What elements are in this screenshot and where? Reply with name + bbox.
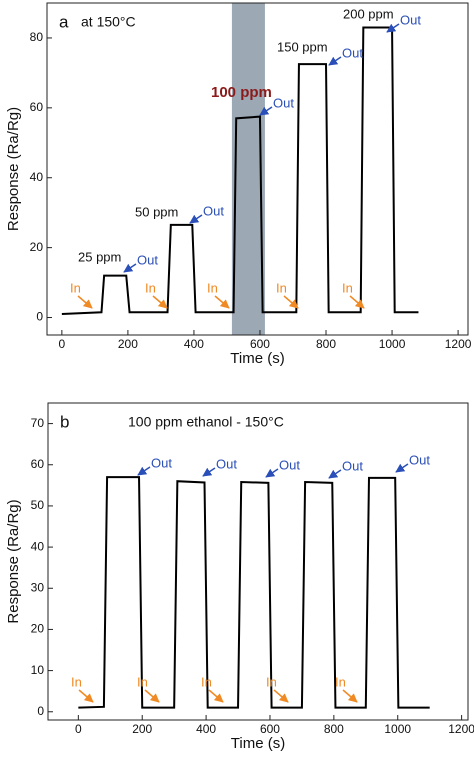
annotation: Out [279, 457, 300, 472]
y-axis-label: Response (Ra/Rg) [5, 107, 22, 231]
chart-title: at 150°C [81, 14, 136, 30]
in-arrow [208, 689, 224, 703]
y-tick-label: 50 [31, 498, 45, 512]
x-tick-label: 1200 [448, 722, 474, 736]
annotation: In [137, 674, 148, 689]
x-tick-label: 600 [250, 337, 270, 351]
x-tick-label: 1000 [379, 337, 406, 351]
out-arrow [328, 469, 342, 479]
annotation: Out [203, 203, 224, 218]
out-arrow [202, 467, 216, 477]
out-arrow [259, 106, 273, 116]
annotation: In [276, 280, 287, 295]
out-arrow [189, 214, 203, 224]
x-axis-label: Time (s) [231, 735, 285, 752]
in-arrow [283, 295, 299, 309]
annotation: In [201, 674, 212, 689]
shaded-region [231, 3, 265, 335]
annotation: Out [409, 452, 430, 467]
in-arrow [152, 295, 168, 309]
y-tick-label: 20 [31, 622, 45, 636]
in-arrow [273, 689, 289, 703]
annotation: In [71, 674, 82, 689]
in-arrow [144, 689, 160, 703]
response-line [78, 476, 430, 709]
x-tick-label: 200 [118, 337, 138, 351]
y-tick-label: 0 [36, 310, 43, 324]
x-tick-label: 1000 [384, 722, 411, 736]
in-arrow [214, 295, 230, 309]
in-arrow [349, 295, 365, 309]
x-tick-label: 1200 [445, 337, 472, 351]
out-arrow [328, 56, 342, 66]
out-arrow [386, 23, 400, 33]
annotation: 50 ppm [135, 204, 178, 219]
annotation: Out [342, 458, 363, 473]
chart-title: 100 ppm ethanol - 150°C [128, 414, 284, 430]
annotation: Out [151, 455, 172, 470]
annotation: Out [400, 12, 421, 27]
in-arrow [77, 295, 93, 309]
y-tick-label: 60 [30, 100, 44, 114]
panel-label: a [59, 12, 69, 31]
x-tick-label: 600 [260, 722, 280, 736]
y-tick-label: 40 [30, 170, 44, 184]
annotation: Out [137, 252, 158, 267]
x-tick-label: 400 [196, 722, 216, 736]
annotation: Out [342, 45, 363, 60]
y-axis-label: Response (Ra/Rg) [5, 499, 22, 623]
y-tick-label: 80 [30, 30, 44, 44]
y-tick-label: 70 [31, 416, 45, 430]
y-tick-label: 40 [31, 539, 45, 553]
out-arrow [265, 468, 279, 478]
annotation: Out [273, 95, 294, 110]
annotation: In [207, 280, 218, 295]
annotation: In [342, 280, 353, 295]
annotation: In [70, 280, 81, 295]
x-tick-label: 0 [59, 337, 66, 351]
y-tick-label: 30 [31, 580, 45, 594]
x-tick-label: 200 [132, 722, 152, 736]
annotation: 200 ppm [343, 6, 394, 21]
x-tick-label: 800 [316, 337, 336, 351]
annotation: 25 ppm [78, 249, 121, 264]
out-arrow [395, 463, 409, 473]
out-arrow [123, 263, 137, 273]
y-tick-label: 20 [30, 240, 44, 254]
y-tick-label: 60 [31, 457, 45, 471]
y-tick-label: 0 [37, 704, 44, 718]
plot-frame [46, 2, 469, 336]
x-tick-label: 400 [184, 337, 204, 351]
x-axis-label: Time (s) [230, 350, 284, 367]
x-tick-label: 0 [75, 722, 82, 736]
panel-label: b [60, 412, 69, 431]
x-tick-label: 800 [324, 722, 344, 736]
annotation: In [145, 280, 156, 295]
annotation: Out [216, 456, 237, 471]
in-arrow [342, 689, 358, 703]
in-arrow [78, 689, 94, 703]
annotation: 150 ppm [277, 39, 328, 54]
annotation: In [266, 674, 277, 689]
y-tick-label: 10 [31, 663, 45, 677]
annotation: 100 ppm [211, 84, 272, 101]
plot-frame [47, 402, 469, 721]
out-arrow [137, 466, 151, 476]
response-line [61, 26, 419, 316]
annotation: In [335, 674, 346, 689]
